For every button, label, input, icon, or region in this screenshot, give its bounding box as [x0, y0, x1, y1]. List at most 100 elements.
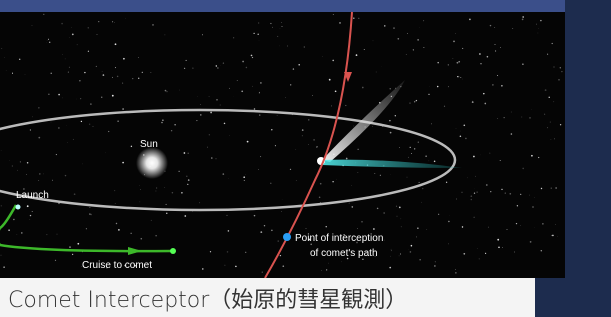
star [69, 246, 70, 247]
star [409, 102, 411, 104]
star [142, 72, 143, 73]
star [259, 115, 260, 116]
star [479, 258, 480, 259]
star [364, 49, 365, 50]
star [522, 63, 524, 65]
star [56, 154, 57, 155]
star [472, 101, 473, 102]
star [202, 268, 203, 269]
star [495, 50, 496, 51]
star [554, 67, 555, 68]
star [561, 71, 562, 72]
star [397, 216, 398, 217]
star [460, 136, 462, 138]
star [257, 33, 259, 35]
star [497, 118, 498, 119]
star [49, 42, 50, 43]
star [48, 94, 49, 95]
star [26, 174, 27, 175]
star [275, 145, 276, 146]
star [229, 88, 230, 89]
star [179, 90, 180, 91]
star [421, 202, 422, 203]
star [117, 76, 119, 78]
launch-label: Launch [16, 190, 49, 201]
star [21, 232, 23, 234]
star [455, 272, 456, 273]
star [329, 79, 331, 81]
star [408, 157, 409, 158]
star [264, 225, 265, 226]
star [423, 20, 424, 21]
star [101, 97, 102, 98]
star [118, 229, 120, 231]
star [444, 106, 445, 107]
star [281, 211, 282, 212]
interception-label: of comet's path [310, 248, 378, 259]
star [220, 105, 221, 106]
star [339, 22, 341, 24]
star [551, 188, 552, 189]
star [152, 24, 154, 26]
star [290, 169, 291, 170]
star [27, 162, 29, 164]
star [362, 87, 364, 89]
star [473, 156, 475, 158]
launch-point [16, 205, 21, 210]
star [116, 223, 117, 224]
top-band [0, 0, 565, 12]
star [391, 250, 392, 251]
star [520, 225, 521, 226]
cruise-label: Cruise to comet [82, 260, 152, 271]
star [39, 173, 41, 175]
star [108, 131, 109, 132]
star [1, 205, 2, 206]
star [90, 103, 91, 104]
star [332, 181, 333, 182]
star [243, 176, 245, 178]
star [202, 34, 203, 35]
star [209, 96, 210, 97]
star [448, 86, 449, 87]
star [460, 131, 461, 132]
star [282, 265, 284, 267]
star [84, 72, 85, 73]
star [500, 160, 501, 161]
star [227, 215, 228, 216]
star [462, 226, 463, 227]
star [43, 174, 44, 175]
star [278, 240, 279, 241]
star [172, 192, 173, 193]
star [517, 205, 518, 206]
star [187, 184, 188, 185]
star [529, 117, 530, 118]
star [545, 89, 547, 91]
star [89, 214, 90, 215]
star [46, 42, 47, 43]
star [224, 265, 225, 266]
star [253, 33, 254, 34]
star [210, 112, 212, 114]
star [112, 95, 114, 97]
star [280, 255, 281, 256]
star [271, 183, 272, 184]
star [260, 156, 261, 157]
star [223, 173, 225, 175]
star [48, 39, 49, 40]
star [410, 147, 411, 148]
star [532, 206, 533, 207]
star [4, 58, 5, 59]
star [541, 188, 542, 189]
star [552, 43, 553, 44]
star [188, 179, 190, 181]
star [321, 270, 322, 271]
star [82, 164, 83, 165]
star [207, 147, 208, 148]
star [326, 269, 327, 270]
star [216, 65, 217, 66]
star [32, 25, 33, 26]
star [1, 255, 2, 256]
star [141, 238, 143, 240]
star [507, 229, 508, 230]
star [12, 165, 13, 166]
